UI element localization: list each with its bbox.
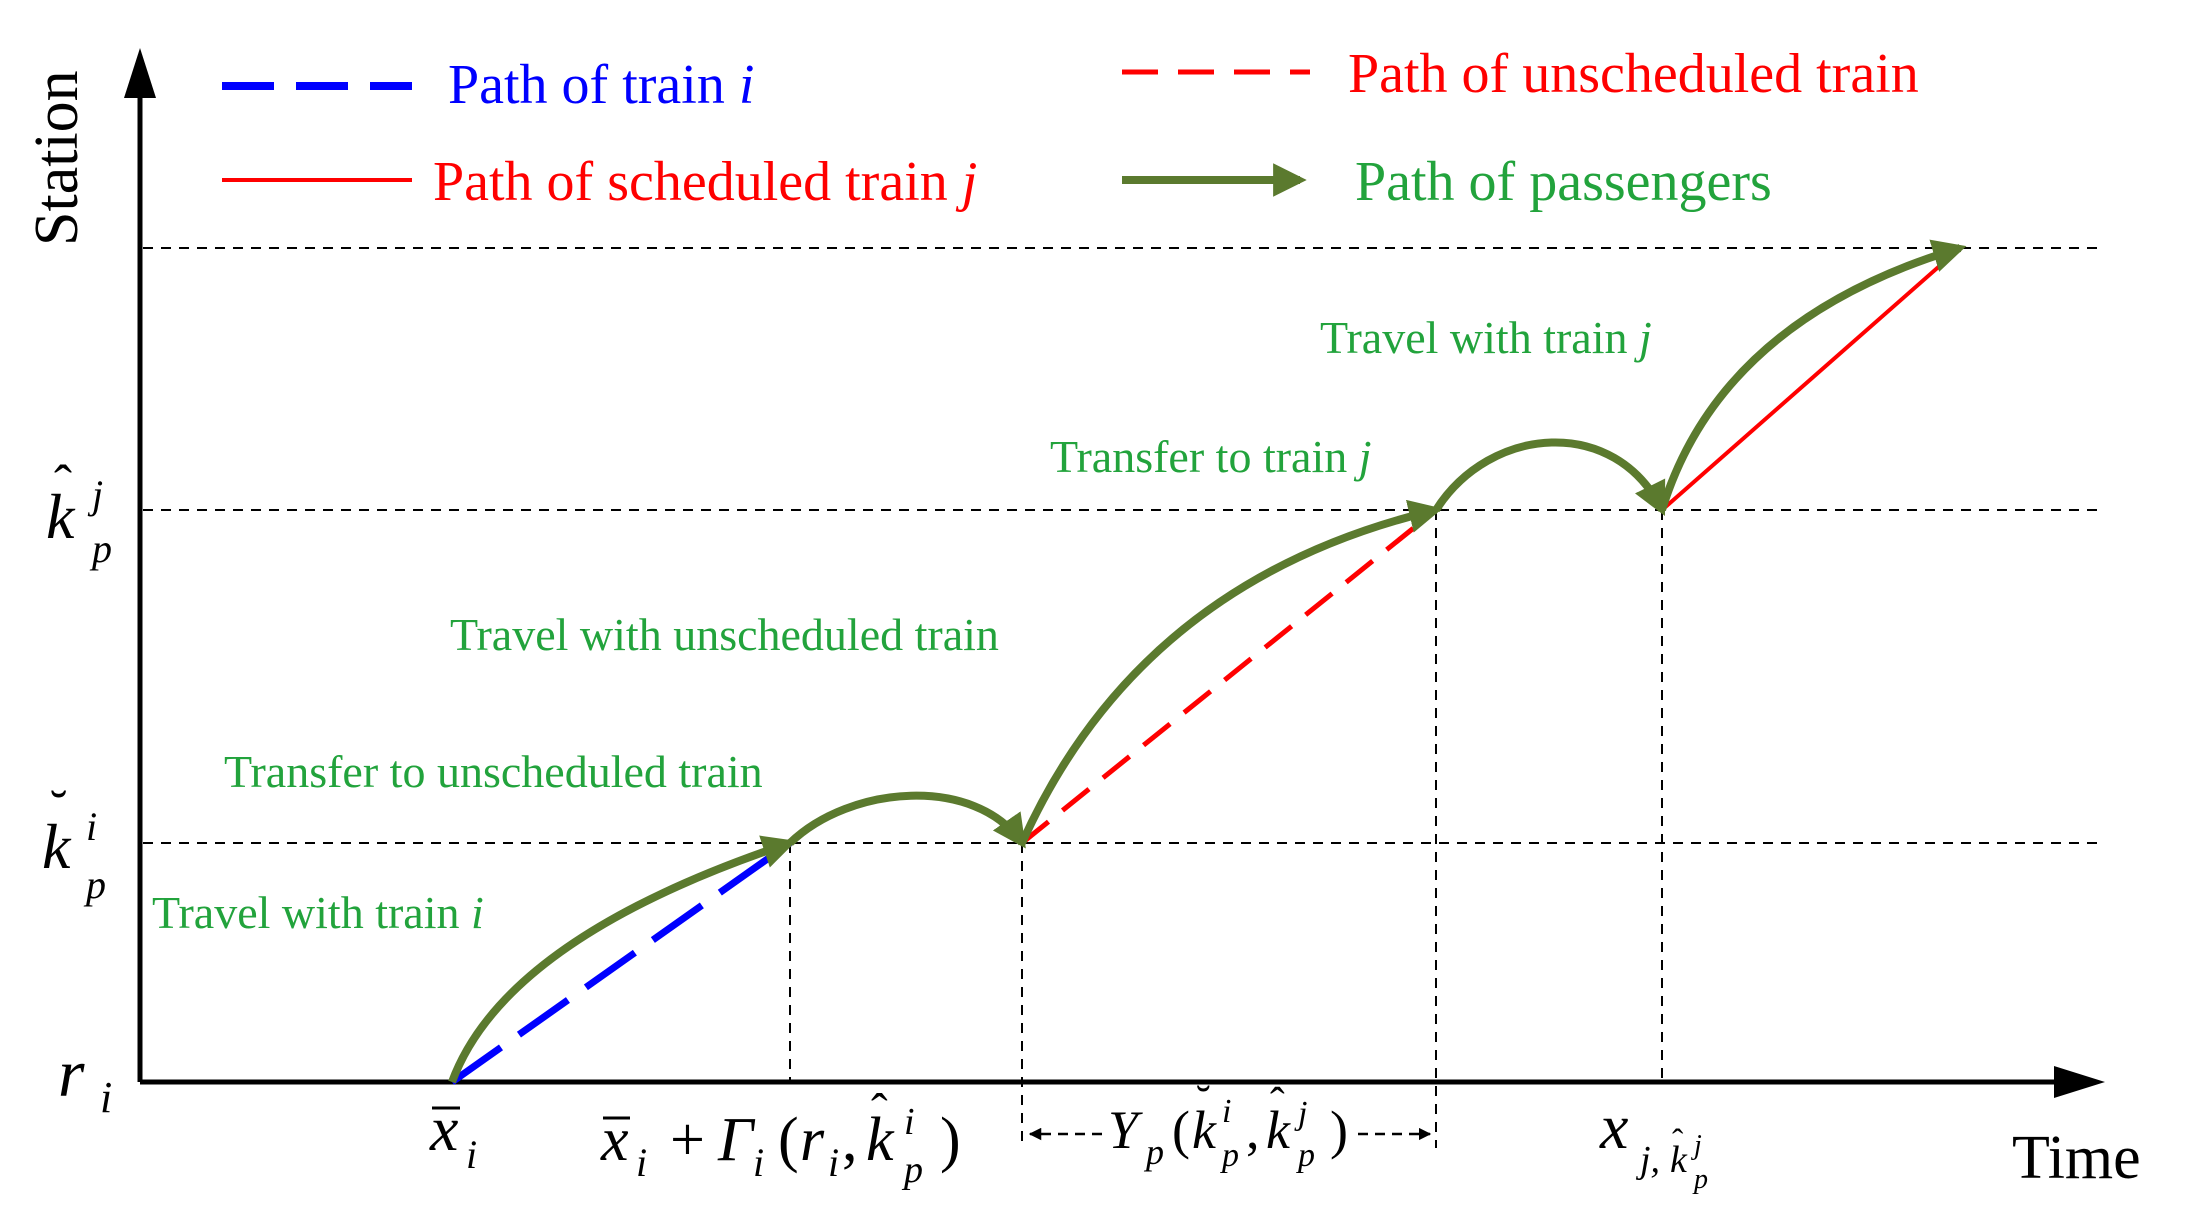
passenger-travel-i-arrow xyxy=(448,835,797,1084)
passenger-travel-unscheduled-arrow xyxy=(1018,499,1443,845)
annotation-travel-with-train-j: Travel with train j xyxy=(1320,312,1652,363)
svg-text:x: x xyxy=(600,1106,629,1174)
svg-text:i: i xyxy=(636,1140,647,1185)
svg-text:p: p xyxy=(83,862,106,907)
svg-text:k: k xyxy=(42,811,72,882)
legend-train-i-label: Path of train i xyxy=(448,54,754,116)
svg-text:ˆ: ˆ xyxy=(54,454,72,514)
svg-text:p: p xyxy=(89,526,112,571)
svg-text:p: p xyxy=(1692,1164,1708,1195)
svg-text:r: r xyxy=(800,1106,825,1174)
svg-text:i: i xyxy=(466,1132,477,1177)
svg-text:˘: ˘ xyxy=(1196,1077,1211,1126)
x-axis-label: Time xyxy=(2012,1124,2141,1192)
svg-text:i: i xyxy=(1222,1093,1231,1130)
y-axis-label: Station xyxy=(23,70,91,246)
legend: Path of train i Path of unscheduled trai… xyxy=(222,43,1919,213)
svg-text:): ) xyxy=(940,1106,961,1174)
svg-text:˘: ˘ xyxy=(50,781,67,838)
annotation-transfer-to-train-j: Transfer to train j xyxy=(1050,431,1372,482)
svg-text:i: i xyxy=(100,1073,112,1122)
unscheduled-train-path xyxy=(1020,508,1438,845)
legend-passengers-label: Path of passengers xyxy=(1355,151,1772,213)
y-tick-r-i: r i xyxy=(58,1035,112,1122)
svg-text:p: p xyxy=(1143,1132,1164,1172)
svg-text:Y: Y xyxy=(1108,1100,1143,1160)
legend-unscheduled-label: Path of unscheduled train xyxy=(1348,43,1919,105)
x-axis-arrowhead xyxy=(2054,1066,2105,1098)
passenger-travel-j-arrow xyxy=(1658,239,1967,512)
svg-text:p: p xyxy=(1220,1137,1239,1174)
svg-text:Γ: Γ xyxy=(717,1106,756,1174)
svg-text:i: i xyxy=(86,804,97,849)
annotation-transfer-to-unscheduled: Transfer to unscheduled train xyxy=(224,746,763,797)
x-tick-Y-interval: Y p ( k ˘ i p , k ˆ j p ) xyxy=(1028,1077,1432,1174)
svg-text:,: , xyxy=(1246,1100,1260,1160)
x-tick-gamma-expression: x i + Γ i ( r i , k ˆ i p ) xyxy=(600,1083,961,1191)
y-axis-arrowhead xyxy=(124,48,156,98)
y-tick-k-breve: k ˘ i p xyxy=(42,781,106,907)
svg-text:k: k xyxy=(46,481,76,552)
svg-text:i: i xyxy=(828,1140,839,1185)
svg-text:k: k xyxy=(1266,1100,1291,1160)
svg-text:x: x xyxy=(1599,1091,1628,1162)
svg-text:i: i xyxy=(753,1140,764,1185)
svg-text:r: r xyxy=(58,1035,85,1111)
scheduled-train-j-path xyxy=(1660,246,1962,512)
annotation-travel-with-train-i: Travel with train i xyxy=(152,887,484,938)
svg-text:j: j xyxy=(1294,1095,1307,1132)
svg-text:x: x xyxy=(429,1093,458,1164)
svg-text:i: i xyxy=(904,1101,915,1143)
svg-text:): ) xyxy=(1330,1100,1348,1160)
x-tick-xbar-i: x i xyxy=(429,1093,477,1177)
annotation-travel-with-unscheduled: Travel with unscheduled train xyxy=(450,609,999,660)
svg-text:ˆ: ˆ xyxy=(871,1083,888,1139)
svg-text:(: ( xyxy=(778,1106,799,1174)
legend-scheduled-label: Path of scheduled train j xyxy=(433,151,977,213)
svg-text:p: p xyxy=(901,1149,923,1191)
svg-text:,: , xyxy=(842,1106,858,1174)
train-i-path xyxy=(449,840,793,1085)
svg-text:j,: j, xyxy=(1635,1139,1660,1181)
svg-text:ˆ: ˆ xyxy=(1270,1079,1285,1128)
y-tick-k-hat: k ˆ j p xyxy=(46,454,112,571)
x-tick-x-j: x j, k ˆ j p xyxy=(1599,1091,1708,1195)
svg-text:k: k xyxy=(866,1106,895,1174)
svg-text:+: + xyxy=(670,1106,705,1174)
passenger-transfer-j-arrow xyxy=(1432,438,1666,517)
svg-text:j: j xyxy=(1691,1130,1702,1161)
svg-text:k: k xyxy=(1192,1100,1217,1160)
svg-text:ˆ: ˆ xyxy=(1672,1123,1684,1160)
svg-text:k: k xyxy=(1670,1139,1688,1181)
svg-text:j: j xyxy=(87,472,103,517)
svg-text:(: ( xyxy=(1172,1100,1190,1160)
passenger-transfer-unscheduled-arrow xyxy=(787,791,1026,849)
svg-text:p: p xyxy=(1296,1137,1315,1174)
